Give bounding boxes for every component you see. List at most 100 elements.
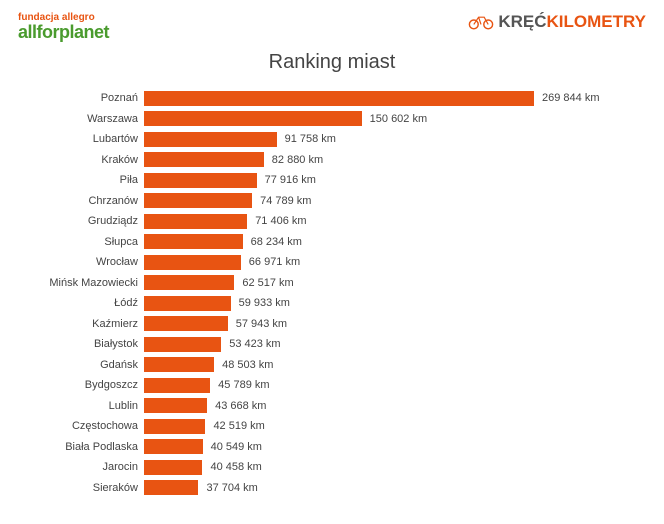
value-label: 71 406 km <box>247 215 306 227</box>
city-label: Słupca <box>18 236 144 248</box>
bar <box>144 152 264 167</box>
bar <box>144 419 205 434</box>
value-label: 45 789 km <box>210 379 269 391</box>
value-label: 82 880 km <box>264 154 323 166</box>
bar <box>144 316 228 331</box>
city-label: Warszawa <box>18 113 144 125</box>
value-label: 42 519 km <box>205 420 264 432</box>
bar-row: Mińsk Mazowiecki 62 517 km <box>18 272 646 293</box>
bar <box>144 214 247 229</box>
bar-row: Bydgoszcz 45 789 km <box>18 375 646 396</box>
bar-area: 71 406 km <box>144 211 646 232</box>
value-label: 77 916 km <box>257 174 316 186</box>
bar-area: 62 517 km <box>144 272 646 293</box>
bar-area: 66 971 km <box>144 252 646 273</box>
value-label: 62 517 km <box>234 277 293 289</box>
bar-area: 45 789 km <box>144 375 646 396</box>
bar <box>144 91 534 106</box>
bar-row: Łódź 59 933 km <box>18 293 646 314</box>
bar-row: Chrzanów74 789 km <box>18 190 646 211</box>
value-label: 53 423 km <box>221 338 280 350</box>
bar-area: 53 423 km <box>144 334 646 355</box>
bar-row: Częstochowa 42 519 km <box>18 416 646 437</box>
bar-row: Wrocław66 971 km <box>18 252 646 273</box>
value-label: 269 844 km <box>534 92 599 104</box>
bar-area: 40 458 km <box>144 457 646 478</box>
city-label: Gdańsk <box>18 359 144 371</box>
logo-kreckilometry: KRĘĆKILOMETRY <box>468 12 646 32</box>
chart-container: fundacja allegro allforplanet KRĘĆKILOME… <box>0 0 664 524</box>
bar-row: Lubartów91 758 km <box>18 129 646 150</box>
bar-row: Gdańsk 48 503 km <box>18 354 646 375</box>
value-label: 48 503 km <box>214 359 273 371</box>
value-label: 59 933 km <box>231 297 290 309</box>
bar <box>144 398 207 413</box>
bar-row: Jarocin 40 458 km <box>18 457 646 478</box>
bar-area: 57 943 km <box>144 313 646 334</box>
bar <box>144 111 362 126</box>
bar <box>144 480 198 495</box>
bar <box>144 357 214 372</box>
city-label: Kraków <box>18 154 144 166</box>
bar-row: Warszawa 150 602 km <box>18 108 646 129</box>
bar <box>144 234 243 249</box>
city-label: Grudziądz <box>18 215 144 227</box>
bar <box>144 132 277 147</box>
bar-area: 37 704 km <box>144 477 646 498</box>
value-label: 43 668 km <box>207 400 266 412</box>
city-label: Poznań <box>18 92 144 104</box>
bar-area: 82 880 km <box>144 149 646 170</box>
value-label: 74 789 km <box>252 195 311 207</box>
logo-allforplanet: fundacja allegro allforplanet <box>18 12 109 43</box>
city-label: Lublin <box>18 400 144 412</box>
city-label: Kaźmierz <box>18 318 144 330</box>
bar-row: Kaźmierz 57 943 km <box>18 313 646 334</box>
value-label: 68 234 km <box>243 236 302 248</box>
value-label: 150 602 km <box>362 113 427 125</box>
bar-area: 269 844 km <box>144 88 646 109</box>
bar-chart: Poznań 269 844 km Warszawa 150 602 km Lubart… <box>18 88 646 498</box>
bar <box>144 275 234 290</box>
city-label: Biała Podlaska <box>18 441 144 453</box>
bar-area: 150 602 km <box>144 108 646 129</box>
city-label: Piła <box>18 174 144 186</box>
city-label: Łódź <box>18 297 144 309</box>
logo-left-line2: allforplanet <box>18 23 109 43</box>
chart-title: Ranking miast <box>18 51 646 74</box>
value-label: 57 943 km <box>228 318 287 330</box>
value-label: 40 458 km <box>202 461 261 473</box>
logo-right-part2: KILOMETRY <box>547 12 646 31</box>
bar-area: 91 758 km <box>144 129 646 150</box>
bar-row: Słupca 68 234 km <box>18 231 646 252</box>
bar-area: 48 503 km <box>144 354 646 375</box>
bar <box>144 439 203 454</box>
bar-area: 40 549 km <box>144 436 646 457</box>
city-label: Jarocin <box>18 461 144 473</box>
bar <box>144 173 257 188</box>
city-label: Sieraków <box>18 482 144 494</box>
bar-row: Białystok 53 423 km <box>18 334 646 355</box>
bar-row: Lublin 43 668 km <box>18 395 646 416</box>
bar-row: Poznań 269 844 km <box>18 88 646 109</box>
city-label: Wrocław <box>18 256 144 268</box>
bar-area: 59 933 km <box>144 293 646 314</box>
value-label: 40 549 km <box>203 441 262 453</box>
city-label: Białystok <box>18 338 144 350</box>
bar <box>144 296 231 311</box>
city-label: Częstochowa <box>18 420 144 432</box>
bike-icon <box>468 14 494 30</box>
header: fundacja allegro allforplanet KRĘĆKILOME… <box>18 12 646 43</box>
city-label: Lubartów <box>18 133 144 145</box>
logo-right-part1: KRĘĆ <box>498 12 546 31</box>
bar-row: Kraków 82 880 km <box>18 149 646 170</box>
city-label: Mińsk Mazowiecki <box>18 277 144 289</box>
bar <box>144 255 241 270</box>
bar-area: 43 668 km <box>144 395 646 416</box>
bar <box>144 337 221 352</box>
bar-area: 77 916 km <box>144 170 646 191</box>
bar-area: 42 519 km <box>144 416 646 437</box>
bar <box>144 460 202 475</box>
city-label: Bydgoszcz <box>18 379 144 391</box>
bar <box>144 193 252 208</box>
bar-area: 74 789 km <box>144 190 646 211</box>
